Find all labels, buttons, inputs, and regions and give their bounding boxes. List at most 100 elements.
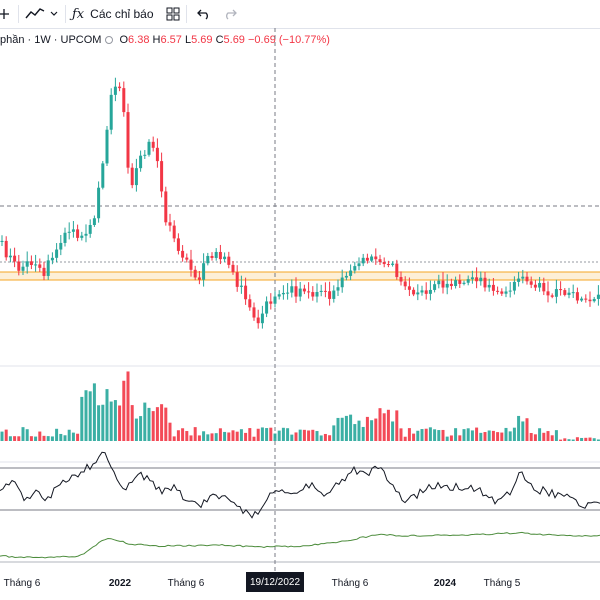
- volume-bar: [76, 433, 80, 441]
- volume-bar: [336, 417, 340, 441]
- line-chart-icon[interactable]: [25, 7, 45, 21]
- volume-bar: [365, 416, 369, 441]
- low-label: L: [184, 34, 192, 46]
- volume-bar: [407, 428, 411, 441]
- candle-body: [302, 288, 306, 292]
- candle-body: [101, 163, 105, 188]
- volume-bar: [239, 429, 243, 441]
- candle-body: [113, 86, 117, 95]
- volume-bar: [302, 429, 306, 441]
- candle-body: [55, 249, 59, 258]
- volume-bar: [433, 429, 437, 441]
- candle-body: [420, 290, 424, 293]
- candle-body: [307, 291, 311, 293]
- candle-body: [466, 279, 470, 283]
- candle-body: [193, 269, 197, 278]
- candle-body: [155, 147, 159, 162]
- candle-body: [449, 283, 453, 287]
- volume-bar: [382, 413, 386, 441]
- volume-bar: [13, 436, 17, 441]
- candle-body: [349, 270, 353, 276]
- candle-body: [470, 277, 474, 280]
- chevron-down-icon[interactable]: [49, 10, 59, 18]
- candle-body: [38, 264, 42, 268]
- volume-bar: [218, 428, 222, 441]
- volume-bar: [210, 433, 214, 441]
- x-axis-label: Tháng 6: [167, 578, 205, 589]
- chart-toolbar: ƒx Các chỉ báo: [0, 0, 600, 29]
- candle-body: [105, 129, 109, 164]
- candle-body: [59, 242, 63, 250]
- undo-icon[interactable]: [196, 8, 211, 20]
- candle-body: [134, 168, 138, 186]
- indicators-label: Các chỉ báo: [90, 7, 154, 21]
- volume-bar: [315, 431, 319, 441]
- volume-bar: [311, 429, 315, 441]
- volume-bar: [151, 411, 155, 441]
- volume-bar: [517, 415, 521, 441]
- candle-body: [336, 287, 340, 291]
- volume-bar: [256, 428, 260, 441]
- plus-icon[interactable]: [0, 0, 12, 28]
- volume-bar: [265, 428, 269, 441]
- candle-body: [437, 280, 441, 285]
- candle-body: [332, 290, 336, 299]
- candle-body: [273, 296, 277, 304]
- volume-bar: [97, 405, 101, 441]
- candle-body: [533, 284, 537, 288]
- candle-body: [462, 282, 466, 284]
- volume-bar: [344, 415, 348, 441]
- volume-bar: [458, 435, 462, 441]
- volume-bar: [21, 427, 25, 441]
- volume-bar: [449, 435, 453, 441]
- volume-bar: [42, 435, 46, 441]
- volume-bar: [101, 404, 105, 441]
- low-value: 5.69: [191, 34, 213, 46]
- candle-body: [50, 257, 54, 261]
- volume-bar: [487, 430, 491, 441]
- volume-bar: [588, 437, 592, 441]
- volume-bar: [50, 436, 54, 441]
- candle-body: [559, 289, 563, 291]
- volume-bar: [533, 434, 537, 441]
- volume-bar: [122, 380, 126, 441]
- volume-bar: [512, 427, 516, 441]
- candle-body: [340, 277, 344, 288]
- open-label: O: [119, 34, 129, 46]
- candle-body: [227, 256, 231, 265]
- candle-body: [260, 313, 264, 324]
- high-label: H: [152, 34, 161, 46]
- candle-body: [458, 280, 462, 284]
- candle-body: [571, 292, 575, 294]
- candle-body: [454, 280, 458, 287]
- volume-bar: [181, 428, 185, 441]
- candle-body: [378, 259, 382, 263]
- support-zone: [0, 272, 600, 280]
- toolbar-divider: [185, 5, 187, 23]
- candle-body: [172, 225, 176, 239]
- price-candles: [0, 77, 600, 329]
- candle-body: [580, 298, 584, 301]
- status-dot-icon: [105, 36, 114, 45]
- indicators-button[interactable]: ƒx Các chỉ báo: [72, 0, 154, 28]
- volume-bar: [416, 430, 420, 441]
- volume-bar: [504, 427, 508, 441]
- candle-body: [592, 298, 596, 302]
- volume-bar: [357, 420, 361, 441]
- candle-body: [80, 235, 84, 238]
- candle-body: [323, 290, 327, 292]
- volume-bar: [420, 429, 424, 441]
- volume-bars: [0, 371, 600, 441]
- candle-body: [189, 259, 193, 270]
- volume-bar: [63, 435, 67, 441]
- candle-body: [8, 255, 12, 258]
- volume-bar: [496, 432, 500, 441]
- candle-body: [202, 263, 206, 280]
- cumulative-line: [0, 531, 600, 559]
- candle-body: [512, 281, 516, 291]
- candle-body: [17, 261, 21, 271]
- volume-bar: [319, 435, 323, 441]
- grid-icon[interactable]: [166, 7, 180, 21]
- redo-icon[interactable]: [223, 8, 237, 20]
